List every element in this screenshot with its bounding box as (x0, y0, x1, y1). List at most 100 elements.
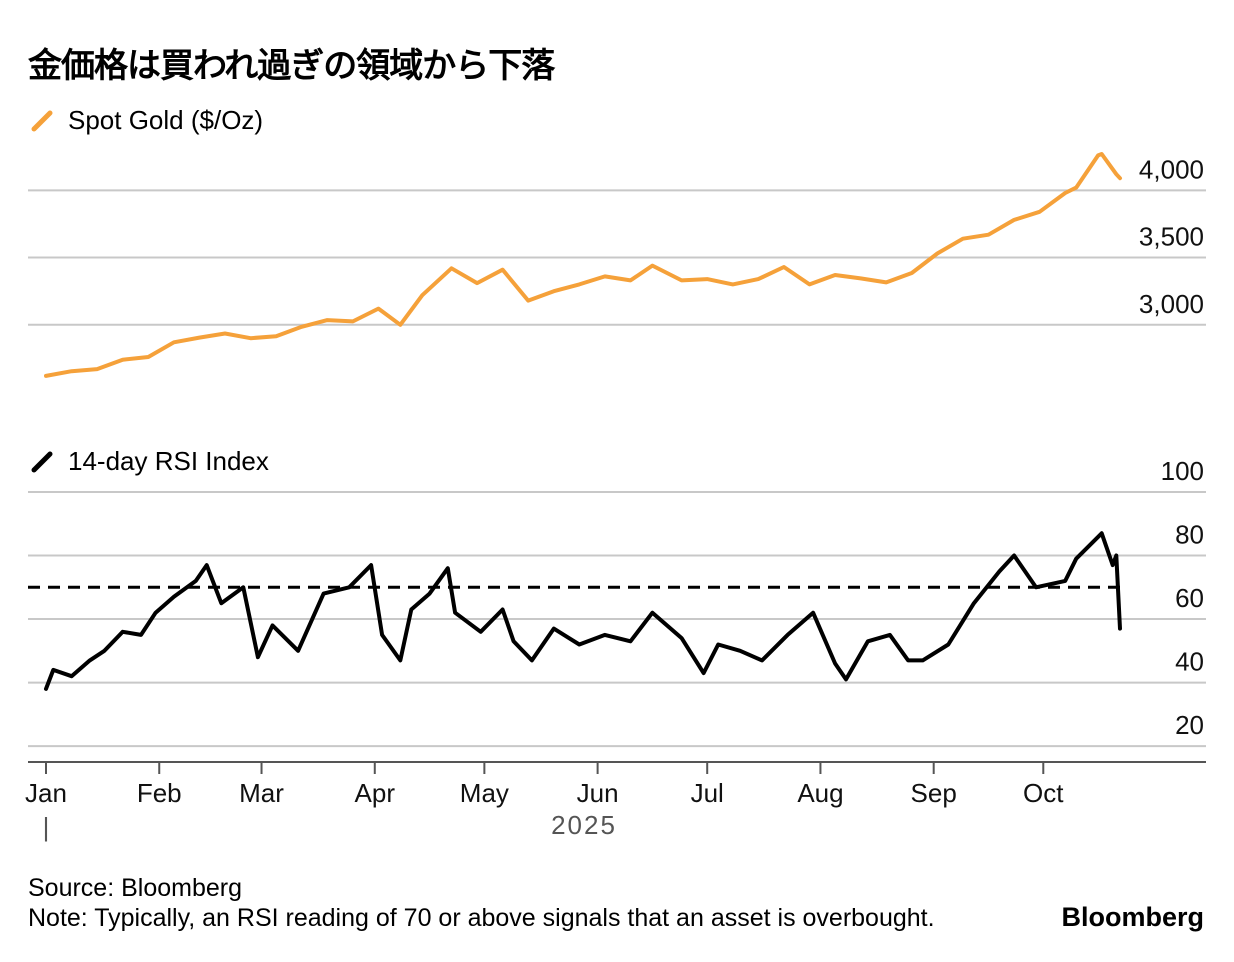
rsi-data-point (651, 611, 654, 614)
bloomberg-logo: Bloomberg (1061, 902, 1204, 932)
x-axis-month-label: Apr (355, 778, 396, 808)
gold-data-point (987, 233, 990, 236)
rsi-data-point (907, 659, 909, 662)
rsi-data-point (370, 564, 372, 566)
gold-data-point (326, 319, 329, 321)
gold-data-point (808, 283, 811, 286)
footnote: Note: Typically, an RSI reading of 70 or… (28, 904, 935, 932)
gold-ytick-label: 4,000 (1139, 154, 1204, 184)
gold-data-point (680, 279, 683, 282)
rsi-data-point (257, 656, 259, 658)
rsi-data-point (1119, 627, 1121, 630)
gold-data-point (45, 375, 47, 377)
rsi-data-point (845, 678, 847, 681)
gold-data-point (224, 332, 226, 335)
rsi-data-point (399, 659, 402, 662)
gold-data-point (275, 335, 277, 338)
gold-data-point (96, 368, 98, 370)
x-axis-month-label: Jan (25, 778, 67, 808)
x-axis-month-label: Mar (239, 778, 284, 808)
gold-series-line (44, 152, 1122, 378)
rsi-data-point (604, 634, 606, 636)
rsi-data-point (1064, 580, 1067, 582)
chart-canvas: 3,000 3,500 4,000 20 40 60 80 100 Jan Feb Mar Apr Ma… (25, 152, 1206, 842)
legend-gold: Spot Gold ($/Oz) (30, 105, 263, 136)
rsi-data-point (271, 624, 274, 627)
gold-data-point (399, 323, 402, 326)
gold-data-point (910, 272, 913, 274)
gold-data-point (706, 278, 709, 280)
rsi-data-point (1013, 554, 1015, 557)
rsi-data-point (501, 608, 504, 611)
gold-data-point (962, 237, 964, 240)
gold-data-point (783, 266, 785, 268)
rsi-data-point (1035, 586, 1037, 589)
rsi-data-point (512, 640, 515, 643)
gold-data-point (450, 267, 453, 270)
rsi-ytick-label: 100 (1161, 456, 1204, 486)
source-note: Source: Bloomberg (28, 874, 243, 902)
gold-data-point (1100, 153, 1103, 155)
rsi-data-point (121, 630, 124, 633)
rsi-data-point (889, 634, 891, 636)
rsi-data-point (45, 688, 47, 690)
rsi-data-point (220, 602, 223, 604)
rsi-data-point (680, 637, 683, 639)
rsi-data-point (921, 659, 924, 662)
rsi-data-point (52, 669, 55, 671)
rsi-data-point (454, 611, 456, 614)
rsi-data-point (834, 662, 836, 665)
gold-data-point (1115, 173, 1118, 175)
x-axis-month-label: May (460, 778, 509, 808)
rsi-data-point (578, 643, 581, 646)
gold-data-point (859, 277, 862, 280)
gold-data-point (121, 358, 124, 361)
rsi-data-point (812, 611, 814, 614)
gold-data-point (1097, 154, 1099, 157)
gold-legend-swatch-icon (31, 110, 53, 131)
x-axis-year-marker: | (43, 812, 50, 842)
rsi-data-point (479, 630, 482, 633)
rsi-data-point (1115, 554, 1118, 557)
gold-data-point (476, 282, 478, 284)
legend-rsi-label: 14-day RSI Index (68, 446, 269, 476)
rsi-data-point (1075, 557, 1077, 560)
rsi-data-point (297, 650, 299, 652)
rsi-data-point (1100, 532, 1103, 535)
legend-gold-label: Spot Gold ($/Oz) (68, 105, 264, 135)
rsi-legend-swatch-icon (31, 451, 53, 472)
rsi-data-point (381, 634, 383, 636)
rsi-ytick-label: 80 (1175, 520, 1204, 550)
rsi-data-point (998, 570, 1001, 573)
gold-data-point (936, 252, 939, 255)
rsi-data-point (1111, 564, 1114, 566)
x-axis-month-label: Feb (137, 778, 182, 808)
rsi-data-point (947, 643, 950, 646)
rsi-data-point (973, 602, 975, 604)
rsi-data-point (194, 580, 197, 582)
gold-data-point (527, 299, 530, 302)
gold-data-point (629, 279, 632, 282)
x-axis-year-label: 2025 (551, 810, 617, 840)
rsi-ytick-label: 20 (1175, 710, 1204, 740)
rsi-series-line (44, 531, 1122, 691)
rsi-data-point (447, 567, 449, 570)
rsi-data-point (205, 564, 208, 566)
rsi-data-point (154, 611, 157, 614)
rsi-data-point (867, 640, 869, 643)
gold-data-point (1075, 186, 1077, 189)
x-axis-month-label: Sep (911, 778, 957, 808)
legend-rsi: 14-day RSI Index (30, 446, 269, 477)
gold-data-point (421, 294, 424, 297)
rsi-data-point (702, 672, 705, 674)
gold-data-point (1064, 192, 1067, 194)
gold-ytick-label: 3,500 (1139, 222, 1204, 252)
rsi-data-point (717, 643, 719, 646)
rsi-data-point (348, 586, 351, 589)
rsi-data-point (410, 608, 413, 611)
gold-data-point (1119, 177, 1121, 180)
rsi-data-point (761, 659, 763, 662)
gold-data-point (885, 281, 888, 284)
rsi-ytick-label: 40 (1175, 647, 1204, 677)
chart-title: 金価格は買われ過ぎの領域から下落 (28, 46, 555, 86)
